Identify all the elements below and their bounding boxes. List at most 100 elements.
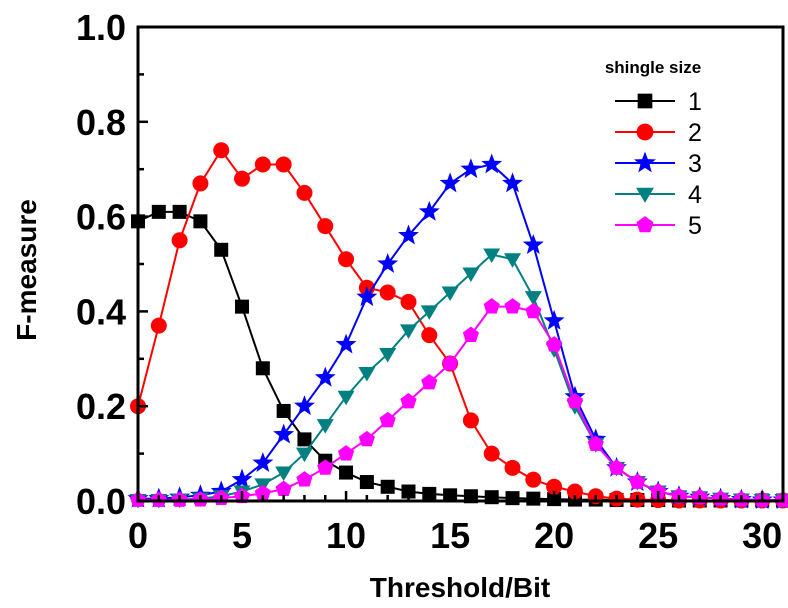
y-tick-label: 1.0 — [76, 7, 126, 48]
legend-title: shingle size — [605, 58, 701, 77]
series-4-point — [504, 253, 522, 268]
legend-entry-4: 4 — [615, 181, 702, 209]
legend-marker — [636, 123, 654, 141]
series-1-point — [235, 299, 250, 314]
series-5-point — [525, 302, 542, 319]
series-2-point — [421, 327, 438, 344]
series-4-point — [420, 305, 438, 320]
legend-marker — [637, 93, 653, 109]
series-5-point — [546, 336, 563, 352]
series-5 — [129, 298, 788, 507]
series-3-point — [273, 423, 295, 444]
x-tick-label: 15 — [430, 515, 470, 556]
series-2-point — [150, 317, 167, 334]
series-5-point — [608, 459, 625, 475]
series-4-point — [379, 348, 397, 363]
x-tick-label: 20 — [534, 515, 574, 556]
x-axis-title: Threshold/Bit — [370, 572, 550, 603]
series-3-point — [460, 158, 482, 179]
x-axis: 0 5 10 15 20 25 30 — [128, 491, 785, 556]
series-2-point — [525, 471, 542, 488]
series-3-point — [252, 452, 274, 472]
series-5-point — [462, 326, 479, 342]
series-3-line — [138, 163, 783, 502]
series-3-point — [522, 234, 544, 254]
legend-label: 5 — [688, 212, 702, 240]
series-3-point — [377, 253, 399, 273]
series-2-point — [379, 284, 396, 301]
legend: shingle size 1 2 3 4 5 — [605, 58, 702, 240]
series-5-point — [587, 435, 604, 451]
series-1-point — [193, 214, 208, 229]
series-5-point — [483, 298, 500, 314]
series-1-point — [401, 484, 416, 499]
series-5-point — [504, 298, 521, 314]
series-1-line — [137, 210, 783, 502]
legend-label: 1 — [688, 88, 702, 116]
series-5-point — [358, 430, 375, 447]
series-1-point — [255, 361, 270, 376]
series-2-point — [296, 184, 313, 201]
legend-entry-3: 3 — [615, 150, 702, 178]
legend-label: 4 — [688, 181, 702, 209]
series-2-point — [192, 175, 209, 192]
series-5-point — [566, 392, 584, 409]
legend-label: 2 — [688, 119, 702, 147]
series-2-point — [317, 218, 334, 235]
series-4-point — [441, 286, 459, 301]
y-tick-label: 0.6 — [76, 197, 126, 238]
series-5-point — [337, 445, 355, 461]
series-5-point — [317, 459, 334, 475]
series-3-point — [418, 200, 440, 221]
series-1-point — [422, 486, 437, 501]
series-5-point — [629, 473, 646, 489]
series-3-point — [314, 366, 336, 387]
series-3-point — [543, 309, 565, 330]
series-4-point — [275, 466, 293, 482]
series-1-point — [276, 403, 291, 418]
series-4-point — [295, 447, 313, 463]
series-3-point — [335, 333, 357, 354]
series-1-point — [339, 465, 354, 480]
series-1-point — [151, 204, 166, 219]
series-4-point — [337, 390, 355, 406]
series-3-point — [481, 153, 503, 174]
series-2-point — [275, 156, 292, 173]
legend-entry-2: 2 — [615, 119, 702, 147]
y-tick-label: 0.8 — [76, 102, 126, 143]
series-5-point — [421, 374, 438, 390]
y-tick-label: 0.2 — [76, 386, 126, 427]
series-2-line — [137, 148, 783, 502]
legend-entry-1: 1 — [615, 88, 702, 116]
series-4-point — [483, 248, 501, 264]
series-2-point — [400, 293, 417, 310]
series-3-point — [439, 172, 461, 193]
plot-frame — [136, 25, 785, 503]
series-4-point — [524, 291, 542, 306]
series-1-point — [214, 242, 229, 257]
series-1-point — [297, 432, 312, 447]
series-2-point — [546, 478, 563, 495]
series-4-point — [358, 367, 376, 382]
series-1 — [131, 204, 788, 508]
series-2-point — [213, 142, 230, 159]
series-5-point — [379, 411, 396, 428]
legend-marker — [636, 216, 654, 233]
series-2-point — [171, 232, 188, 249]
y-tick-label: 0.4 — [76, 291, 126, 332]
series-2-point — [566, 483, 583, 500]
legend-label: 3 — [688, 150, 702, 178]
x-tick-label: 0 — [128, 515, 148, 556]
series-4-point — [316, 419, 334, 434]
x-tick-label: 5 — [232, 515, 252, 556]
legend-entry-5: 5 — [615, 212, 702, 240]
series-5-point — [400, 392, 417, 409]
series-1-point — [359, 475, 374, 490]
series-2-point — [254, 156, 271, 173]
series-1-point — [172, 204, 187, 219]
series-2-point — [483, 445, 500, 462]
series-5-point — [254, 484, 271, 501]
legend-marker — [634, 151, 656, 173]
series-5-point — [296, 471, 313, 487]
